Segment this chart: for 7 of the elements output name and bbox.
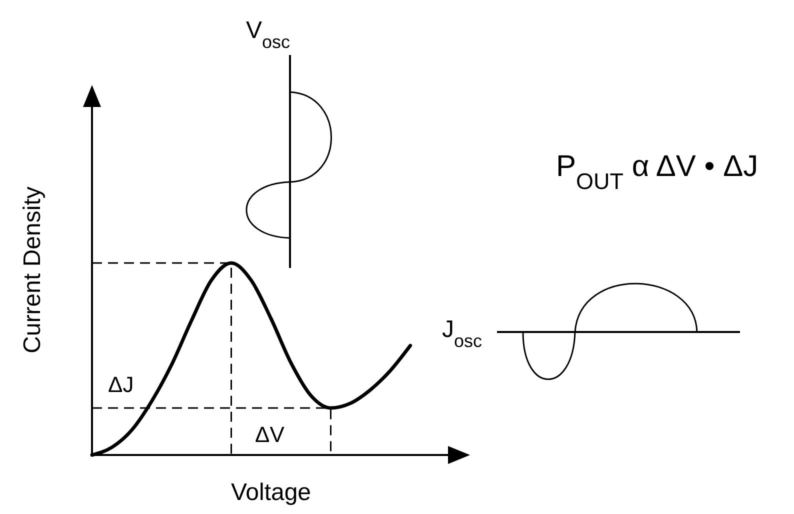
x-axis-title: Voltage bbox=[230, 479, 312, 506]
text: P$_{OUT}$ α ΔV • ΔJ bbox=[556, 150, 758, 194]
y-axis-title: Current Density bbox=[19, 186, 46, 354]
annotation: ΔJ bbox=[108, 372, 134, 397]
text: V$_{osc}$ bbox=[246, 17, 290, 52]
annotation: J$_{osc}$ bbox=[442, 316, 482, 351]
annotation: ΔV bbox=[255, 422, 285, 447]
